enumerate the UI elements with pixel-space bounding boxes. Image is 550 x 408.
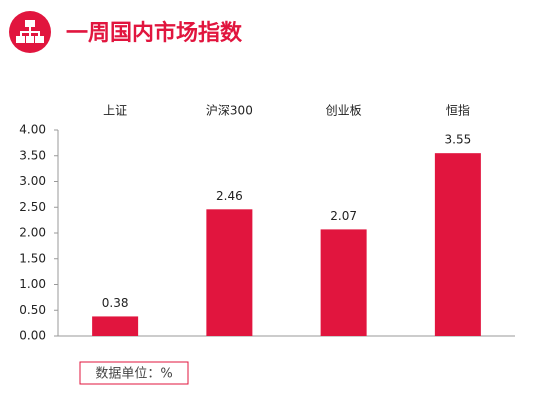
title-icon — [9, 11, 51, 53]
category-label: 创业板 — [326, 104, 362, 118]
bar — [320, 229, 367, 336]
chart-title: 一周国内市场指数 — [66, 20, 243, 46]
y-tick-label: 1.00 — [19, 277, 46, 291]
y-tick-label: 2.50 — [19, 200, 46, 214]
category-label: 上证 — [103, 104, 127, 118]
data-label: 2.46 — [216, 189, 243, 203]
unit-note-box — [79, 361, 189, 385]
y-tick-label: 1.50 — [19, 251, 46, 265]
y-tick-label: 3.00 — [19, 174, 46, 188]
y-tick-label: 2.00 — [19, 226, 46, 240]
y-tick-label: 0.50 — [19, 303, 46, 317]
unit-note: 数据单位：% — [95, 367, 172, 382]
y-tick-label: 0.00 — [19, 329, 46, 343]
bar — [92, 316, 139, 336]
y-tick-label: 4.00 — [19, 123, 46, 137]
data-label: 2.07 — [330, 209, 357, 223]
bar — [206, 209, 253, 336]
data-label: 3.55 — [445, 133, 472, 147]
bar — [434, 153, 481, 336]
category-label: 沪深300 — [206, 104, 253, 118]
y-tick-label: 3.50 — [19, 148, 46, 162]
data-label: 0.38 — [102, 296, 129, 310]
category-label: 恒指 — [446, 103, 470, 118]
